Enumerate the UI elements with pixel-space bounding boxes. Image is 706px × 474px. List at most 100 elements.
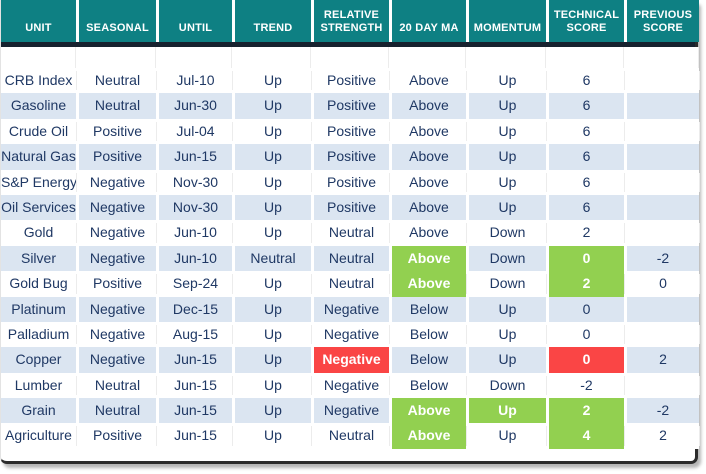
cell-ma20: Above — [392, 423, 466, 449]
cell-seasonal: Neutral — [79, 93, 156, 119]
cell-momentum: Up — [469, 118, 546, 145]
cell-until: Nov-30 — [159, 194, 232, 221]
header-cell-until: UNTIL — [159, 0, 232, 42]
table-body: CRB Index Neutral Jul-10 Up Positive Above Up 6… — [1, 68, 699, 449]
spacer-cell — [549, 47, 624, 68]
cell-previous_score — [627, 296, 699, 322]
cell-ma20: Above — [392, 245, 466, 272]
cell-relative_strength: Negative — [314, 321, 389, 348]
cell-trend: Up — [235, 118, 311, 145]
cell-momentum: Down — [469, 245, 546, 272]
cell-technical_score: 2 — [549, 398, 624, 424]
cell-until: Jun-15 — [159, 347, 232, 373]
header-cell-previous_score: PREVIOUS SCORE — [627, 0, 699, 42]
cell-relative_strength: Positive — [314, 93, 389, 119]
cell-relative_strength: Neutral — [314, 220, 389, 246]
cell-ma20: Above — [392, 220, 466, 246]
cell-ma20: Above — [392, 118, 466, 145]
cell-trend: Up — [235, 93, 311, 119]
cell-ma20: Below — [392, 296, 466, 322]
cell-relative_strength: Negative — [314, 398, 389, 424]
cell-technical_score: 2 — [549, 220, 624, 246]
cell-momentum: Down — [469, 271, 546, 297]
table-frame: UNIT SEASONAL UNTIL TREND RELATIVE STRENGTH 2… — [0, 0, 699, 464]
spacer-cell — [314, 47, 389, 68]
cell-relative_strength: Negative — [314, 347, 389, 373]
cell-previous_score — [627, 321, 699, 348]
cell-ma20: Above — [392, 68, 466, 94]
cell-momentum: Up — [469, 296, 546, 322]
cell-momentum: Up — [469, 423, 546, 449]
cell-unit: Palladium — [1, 321, 76, 348]
header-cell-unit: UNIT — [1, 0, 76, 42]
cell-technical_score: 6 — [549, 169, 624, 195]
cell-seasonal: Negative — [79, 296, 156, 322]
cell-until: Jun-15 — [159, 398, 232, 424]
cell-previous_score — [627, 144, 699, 170]
cell-until: Jul-10 — [159, 68, 232, 94]
cell-trend: Up — [235, 347, 311, 373]
cell-ma20: Below — [392, 347, 466, 373]
cell-trend: Neutral — [235, 245, 311, 272]
cell-until: Jun-15 — [159, 423, 232, 449]
cell-previous_score — [627, 93, 699, 119]
cell-relative_strength: Neutral — [314, 245, 389, 272]
cell-previous_score: -2 — [627, 245, 699, 272]
header-cell-relative_strength: RELATIVE STRENGTH — [314, 0, 389, 42]
cell-seasonal: Negative — [79, 169, 156, 195]
cell-technical_score: 0 — [549, 296, 624, 322]
spacer-cell — [1, 47, 76, 68]
cell-momentum: Down — [469, 372, 546, 399]
cell-relative_strength: Positive — [314, 194, 389, 221]
cell-trend: Up — [235, 372, 311, 399]
cell-trend: Up — [235, 398, 311, 424]
cell-trend: Up — [235, 169, 311, 195]
cell-seasonal: Neutral — [79, 68, 156, 94]
cell-previous_score — [627, 194, 699, 221]
cell-trend: Up — [235, 321, 311, 348]
cell-ma20: Below — [392, 321, 466, 348]
spacer-cell — [79, 47, 156, 68]
cell-ma20: Above — [392, 194, 466, 221]
cell-until: Jul-04 — [159, 118, 232, 145]
cell-previous_score — [627, 118, 699, 145]
cell-seasonal: Positive — [79, 144, 156, 170]
cell-ma20: Above — [392, 93, 466, 119]
cell-unit: Gold Bug — [1, 271, 76, 297]
cell-previous_score — [627, 68, 699, 94]
header-cell-technical_score: TECHNICAL SCORE — [549, 0, 624, 42]
cell-until: Jun-30 — [159, 93, 232, 119]
cell-until: Dec-15 — [159, 296, 232, 322]
cell-technical_score: 0 — [549, 245, 624, 272]
spacer-cell — [469, 47, 546, 68]
cell-trend: Up — [235, 194, 311, 221]
cell-until: Jun-10 — [159, 220, 232, 246]
cell-unit: Copper — [1, 347, 76, 373]
cell-previous_score — [627, 220, 699, 246]
header-cell-seasonal: SEASONAL — [79, 0, 156, 42]
cell-unit: Platinum — [1, 296, 76, 322]
cell-trend: Up — [235, 296, 311, 322]
cell-previous_score: 2 — [627, 347, 699, 373]
cell-relative_strength: Positive — [314, 144, 389, 170]
cell-technical_score: -2 — [549, 372, 624, 399]
cell-technical_score: 0 — [549, 321, 624, 348]
cell-technical_score: 0 — [549, 347, 624, 373]
cell-relative_strength: Neutral — [314, 271, 389, 297]
cell-seasonal: Negative — [79, 321, 156, 348]
cell-until: Nov-30 — [159, 169, 232, 195]
cell-unit: Oil Services — [1, 194, 76, 221]
cell-technical_score: 6 — [549, 93, 624, 119]
cell-seasonal: Positive — [79, 271, 156, 297]
cell-relative_strength: Neutral — [314, 423, 389, 449]
cell-technical_score: 4 — [549, 423, 624, 449]
header-cell-ma20: 20 DAY MA — [392, 0, 466, 42]
cell-trend: Up — [235, 423, 311, 449]
cell-momentum: Up — [469, 398, 546, 424]
cell-relative_strength: Positive — [314, 169, 389, 195]
cell-unit: S&P Energy — [1, 169, 76, 195]
cell-until: Jun-15 — [159, 372, 232, 399]
header-underline — [1, 42, 695, 47]
cell-momentum: Up — [469, 194, 546, 221]
cell-technical_score: 2 — [549, 271, 624, 297]
